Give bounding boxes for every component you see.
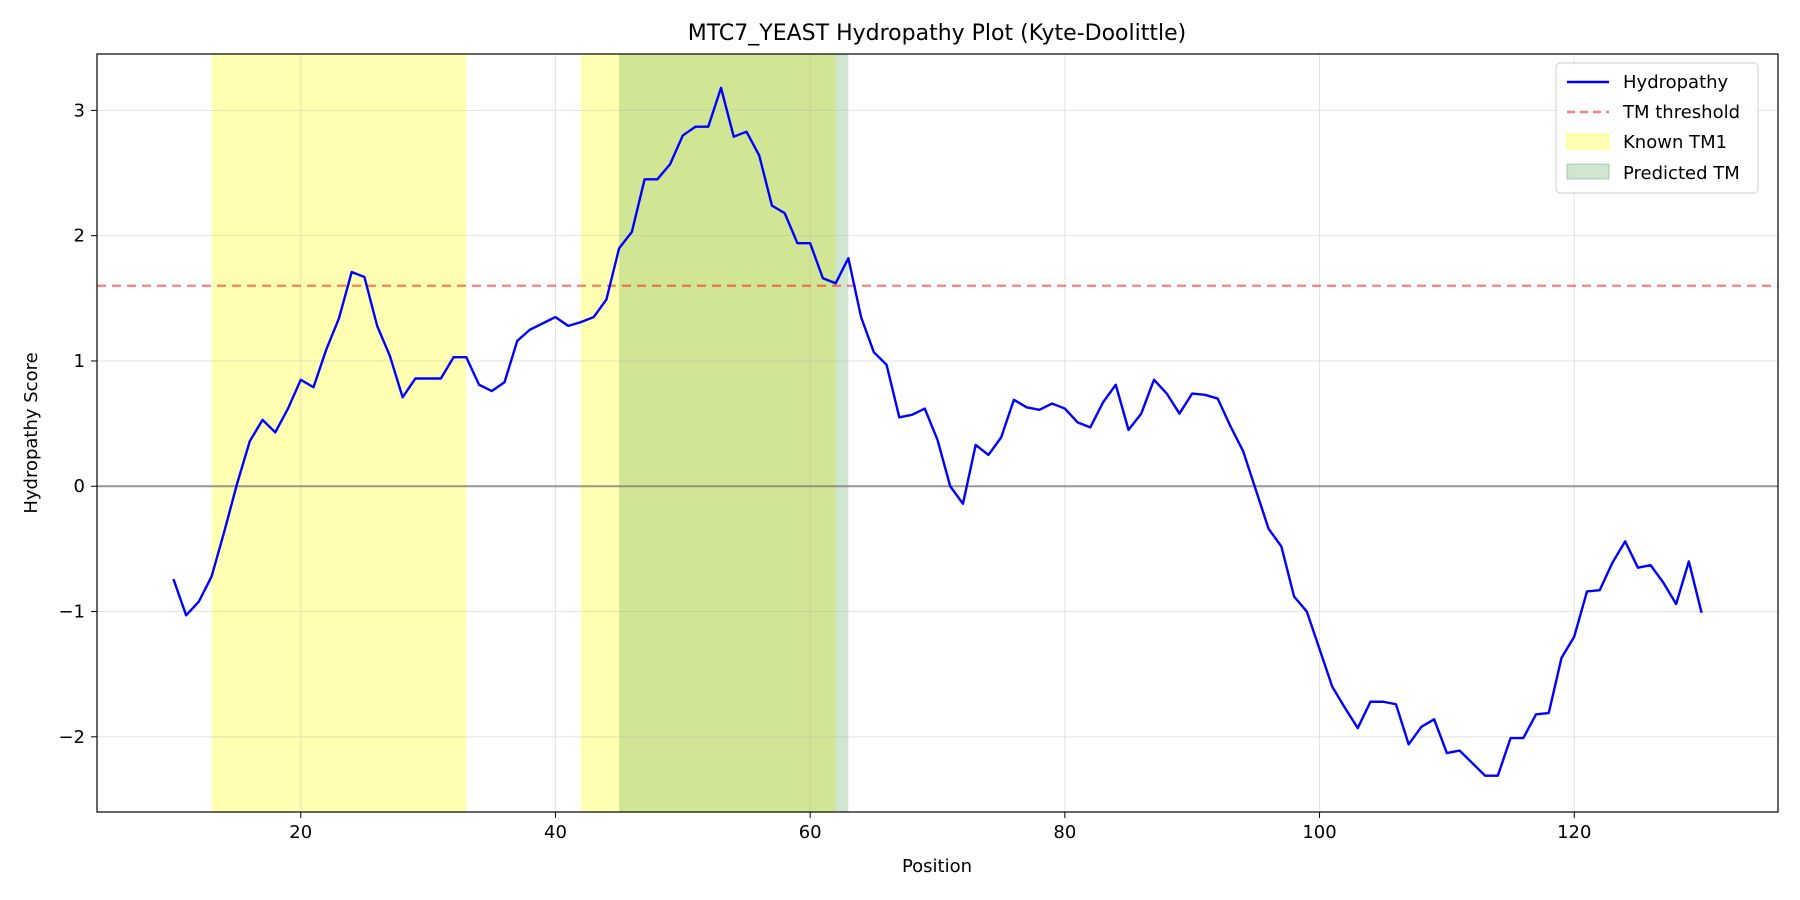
known-tm1-region-1 — [580, 54, 836, 812]
legend: Hydropathy TM threshold Known TM1 Predic… — [1555, 62, 1759, 194]
x-tick-label: 20 — [289, 822, 312, 843]
y-tick-label: 1 — [74, 351, 85, 372]
legend-predicted-tm-swatch — [1566, 163, 1610, 180]
chart-title: MTC7_YEAST Hydropathy Plot (Kyte-Doolitt… — [688, 21, 1186, 46]
x-tick-label: 120 — [1557, 822, 1591, 843]
ticks-layer: 20 40 60 80 100 120 −2 −1 0 1 2 3 — [58, 100, 1591, 843]
legend-threshold-label: TM threshold — [1622, 102, 1740, 123]
legend-frame — [1555, 62, 1759, 194]
x-tick-label: 60 — [799, 822, 822, 843]
legend-hydropathy-label: Hydropathy — [1623, 72, 1729, 93]
known-tm1-region-0 — [211, 54, 467, 812]
x-tick-label: 80 — [1053, 822, 1076, 843]
x-tick-label: 40 — [544, 822, 567, 843]
regions-layer — [211, 54, 849, 812]
predicted-tm-region-0 — [619, 54, 849, 812]
y-tick-label: 3 — [74, 100, 85, 121]
y-axis-label: Hydropathy Score — [21, 352, 42, 513]
hydropathy-line — [172, 86, 1703, 777]
legend-predicted-tm-label: Predicted TM — [1623, 163, 1740, 184]
x-axis-label: Position — [902, 856, 972, 877]
y-tick-label: −1 — [58, 602, 85, 623]
x-tick-label: 100 — [1302, 822, 1336, 843]
plot-frame — [96, 53, 1779, 813]
y-tick-label: −2 — [58, 727, 85, 748]
y-tick-label: 0 — [74, 476, 85, 497]
series-layer — [172, 86, 1703, 777]
legend-known-tm1-label: Known TM1 — [1623, 132, 1727, 153]
y-tick-label: 2 — [74, 226, 85, 247]
legend-known-tm1-swatch — [1566, 133, 1610, 150]
reference-lines — [97, 284, 1778, 488]
